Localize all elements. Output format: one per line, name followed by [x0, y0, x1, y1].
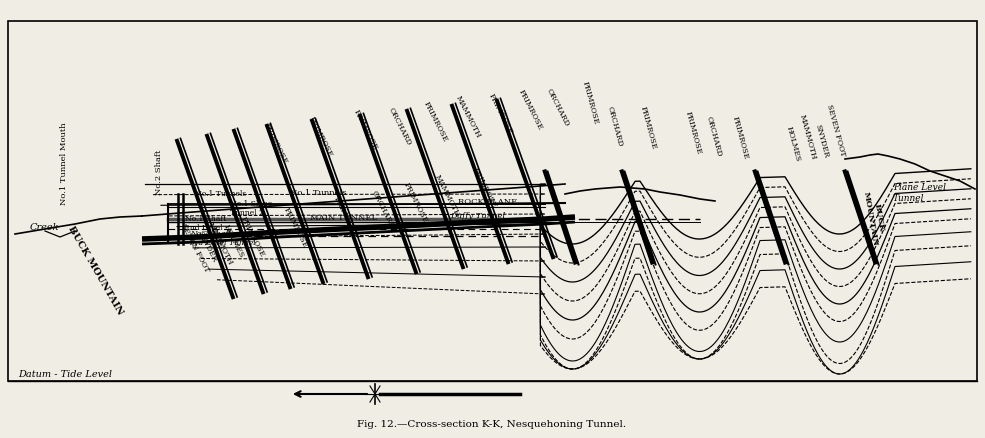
Text: No.2 Shaft: No.2 Shaft [155, 149, 163, 194]
Text: No.1 Tunnel Mouth: No.1 Tunnel Mouth [60, 122, 68, 205]
Text: PRIMROSE: PRIMROSE [238, 215, 266, 258]
Bar [8, 22, 977, 381]
Text: Datum - Tide Level: Datum - Tide Level [18, 370, 112, 378]
Text: Duffy Tunnel: Duffy Tunnel [450, 212, 505, 219]
Text: MAMMOTH: MAMMOTH [454, 94, 482, 139]
Text: ORCHARD: ORCHARD [606, 106, 624, 148]
Text: PRIMROSE: PRIMROSE [402, 181, 428, 224]
Text: ORCHARD: ORCHARD [704, 116, 723, 158]
Text: No.1 Tunnels: No.1 Tunnels [290, 189, 347, 197]
Text: ROCK PLANE: ROCK PLANE [458, 198, 517, 205]
Text: No.1 Shaft
2nd Level: No.1 Shaft 2nd Level [185, 215, 227, 232]
Text: PRIMROSE: PRIMROSE [331, 195, 359, 238]
Text: PRIMROSE: PRIMROSE [352, 108, 378, 151]
Text: Creek: Creek [30, 222, 59, 231]
Text: No.1 Slope
Tunnel 2: No.1 Slope Tunnel 2 [230, 200, 272, 217]
Text: ORCHARD: ORCHARD [545, 87, 571, 128]
Text: PRIMROSE: PRIMROSE [684, 110, 702, 155]
Text: PRIMROSE: PRIMROSE [731, 115, 750, 159]
Text: PRIMROSE: PRIMROSE [422, 100, 448, 143]
Text: PRIMROSE: PRIMROSE [306, 115, 334, 158]
Text: SEVEN FOOT: SEVEN FOOT [179, 222, 211, 273]
Text: PRIMROSE: PRIMROSE [261, 122, 289, 165]
Text: BUCK MOUNTAIN: BUCK MOUNTAIN [66, 223, 124, 315]
Text: No.1 Tunnels: No.1 Tunnels [195, 190, 246, 198]
Text: HOLMES: HOLMES [223, 223, 246, 258]
Text: Plane Level
Tunnel: Plane Level Tunnel [893, 183, 946, 202]
Text: ORCHARD: ORCHARD [370, 189, 396, 230]
Text: SEVEN FOOT: SEVEN FOOT [825, 103, 847, 157]
Text: MAIN TUNNEL: MAIN TUNNEL [310, 213, 377, 222]
Text: HOLMES: HOLMES [784, 126, 802, 162]
Text: MAMMOTH: MAMMOTH [432, 173, 461, 218]
Text: BUCK
MOUNTAIN: BUCK MOUNTAIN [862, 189, 888, 246]
Text: SNYDER: SNYDER [814, 124, 830, 159]
Text: PRIMROSE: PRIMROSE [580, 80, 600, 125]
Text: PRIMROSE: PRIMROSE [516, 88, 544, 131]
Text: SNYDER: SNYDER [196, 228, 219, 262]
Text: No.2 Shaft
3rd Level Tunnel: No.2 Shaft 3rd Level Tunnel [190, 230, 256, 247]
Text: PRIMROSE: PRIMROSE [282, 206, 308, 249]
Text: PRIMROSE: PRIMROSE [487, 92, 513, 135]
Text: PRIMROSE: PRIMROSE [638, 105, 658, 150]
Text: PRIMROSE: PRIMROSE [471, 166, 497, 209]
Text: MAMMOTH: MAMMOTH [798, 113, 818, 161]
Text: Fig. 12.—Cross-section K-K, Nesquehoning Tunnel.: Fig. 12.—Cross-section K-K, Nesquehoning… [358, 420, 626, 428]
Text: ORCHARD: ORCHARD [387, 106, 413, 147]
Text: MAMMOTH: MAMMOTH [206, 221, 234, 266]
